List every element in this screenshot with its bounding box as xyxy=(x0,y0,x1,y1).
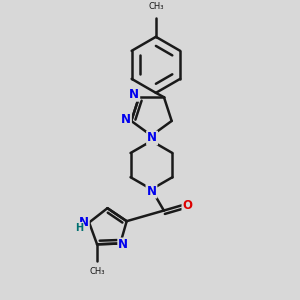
Text: N: N xyxy=(118,238,128,251)
Text: H: H xyxy=(75,223,83,233)
Text: N: N xyxy=(79,216,89,229)
Text: N: N xyxy=(129,88,139,101)
Text: N: N xyxy=(121,113,131,126)
Text: CH₃: CH₃ xyxy=(90,267,105,276)
Text: CH₃: CH₃ xyxy=(148,2,164,11)
Text: N: N xyxy=(146,184,157,198)
Text: N: N xyxy=(147,131,157,145)
Text: O: O xyxy=(182,199,193,212)
